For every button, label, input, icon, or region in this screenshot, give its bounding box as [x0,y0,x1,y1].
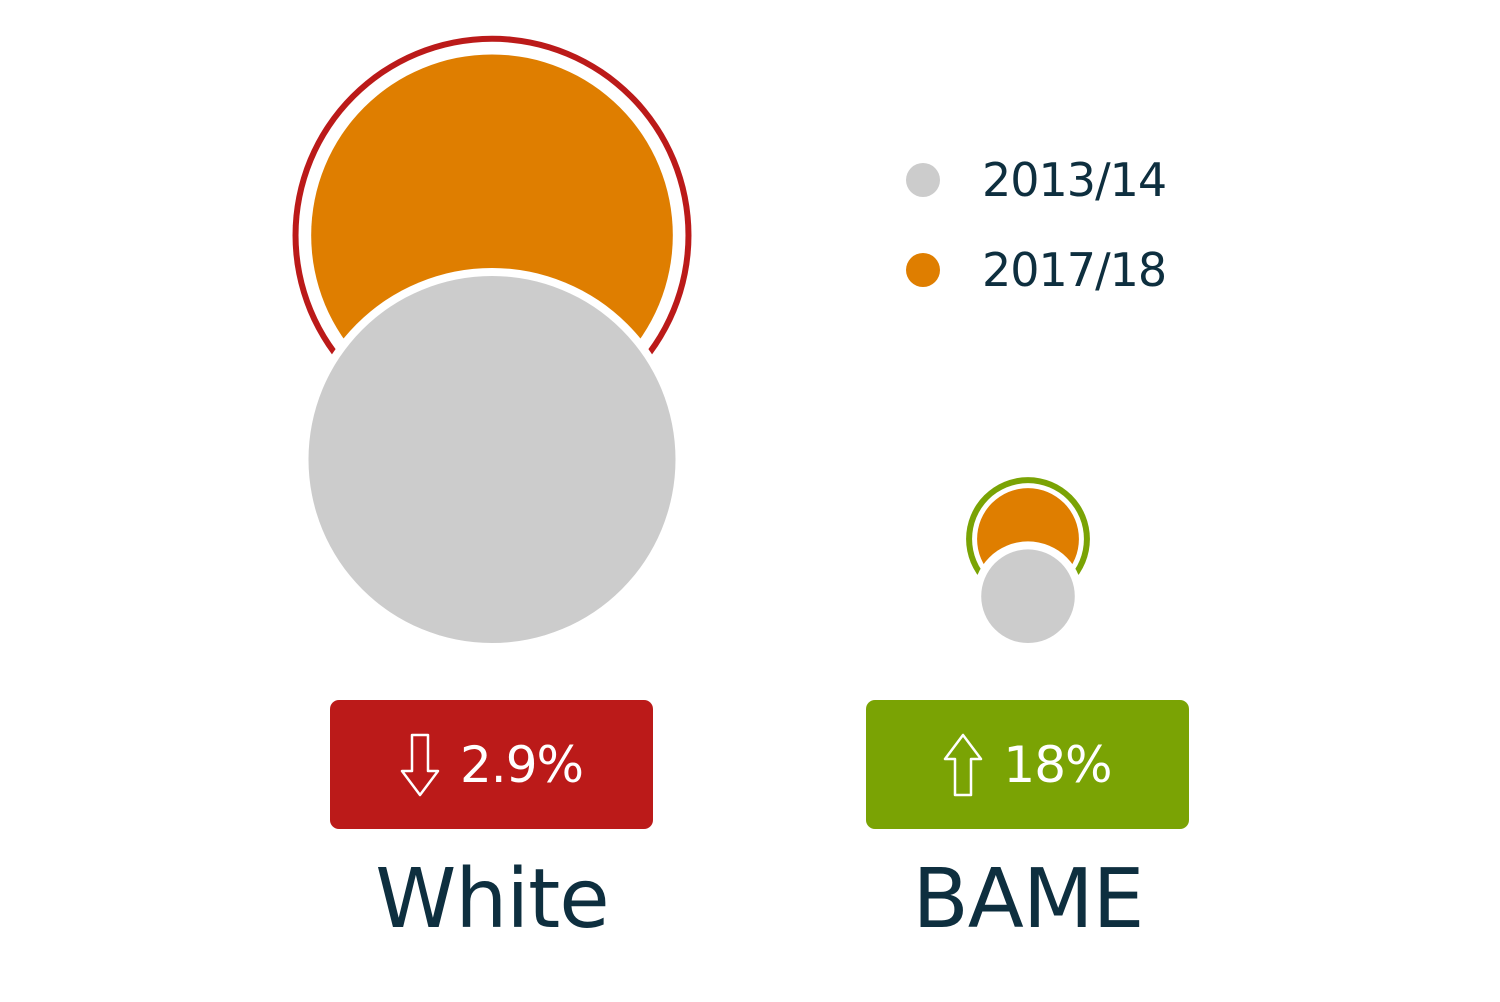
legend: 2013/14 2017/18 [906,153,1167,338]
change-badge-bame: 18% [866,700,1189,829]
change-badge-white: 2.9% [330,700,653,829]
legend-label-2017-18: 2017/18 [982,243,1167,297]
change-value-bame: 18% [1003,735,1112,794]
change-value-white: 2.9% [459,735,584,794]
category-label-white: White [375,852,609,947]
legend-item-2017-18: 2017/18 [906,243,1167,297]
arrow-down-icon [400,733,440,796]
legend-label-2013-14: 2013/14 [982,153,1167,207]
bubble-2013-14-bame [981,549,1075,643]
bubble-2013-14-white [308,276,676,643]
category-label-bame: BAME [912,852,1145,947]
legend-item-2013-14: 2013/14 [906,153,1167,207]
legend-swatch-2013-14 [906,163,940,197]
legend-swatch-2017-18 [906,253,940,287]
arrow-up-icon [944,733,983,796]
